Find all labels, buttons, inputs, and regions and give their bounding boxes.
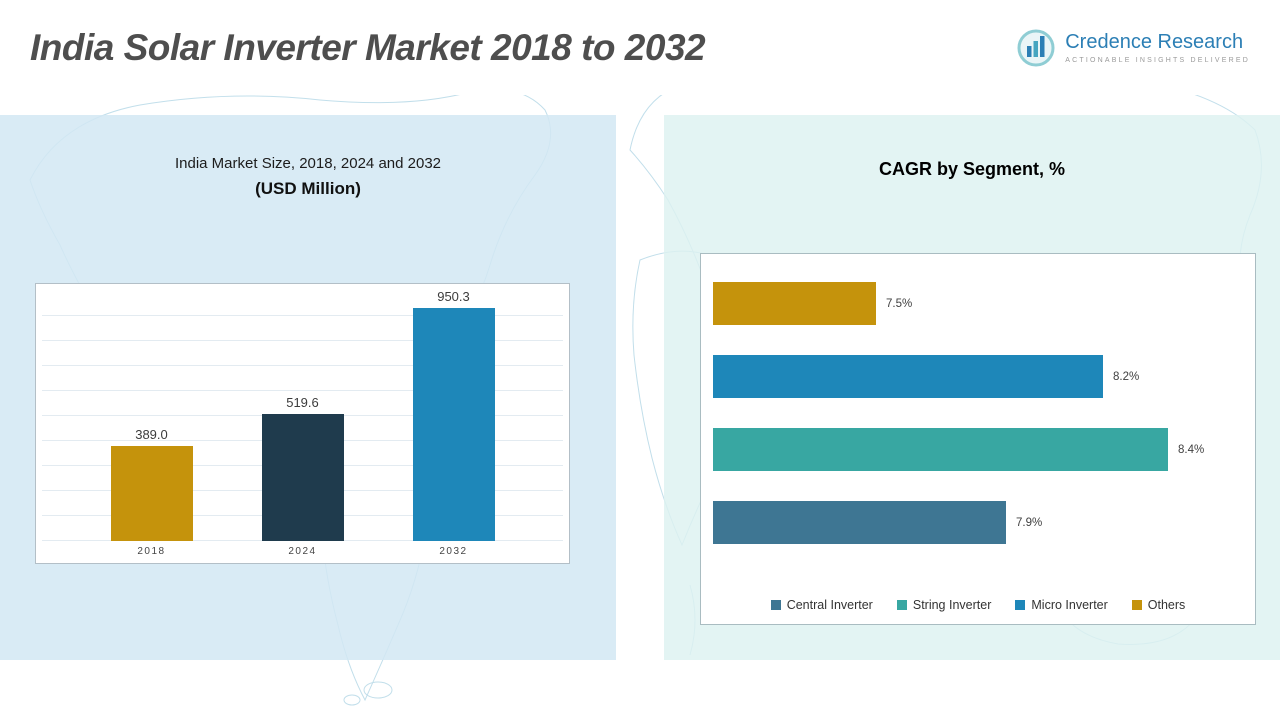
legend-swatch bbox=[896, 600, 907, 610]
market-size-panel: India Market Size, 2018, 2024 and 2032 (… bbox=[0, 115, 616, 660]
bar-value-label: 389.0 bbox=[135, 427, 168, 442]
cagr-row-micro-inverter: 8.2% bbox=[713, 355, 1255, 398]
cagr-row-central-inverter: 7.9% bbox=[713, 501, 1255, 544]
legend-item-others: Others bbox=[1131, 598, 1186, 612]
market-size-heading: India Market Size, 2018, 2024 and 2032 bbox=[174, 155, 442, 172]
category-label: 2024 bbox=[288, 546, 317, 557]
brand-logo: Credence Research Actionable Insights De… bbox=[1016, 28, 1250, 68]
brand-tagline: Actionable Insights Delivered bbox=[1065, 57, 1250, 64]
cagr-chart: 7.5% 8.2% 8.4% 7.9% Central Inverter String … bbox=[700, 253, 1256, 625]
legend-item-central-inverter: Central Inverter bbox=[770, 598, 873, 612]
bar-string-inverter bbox=[713, 428, 1168, 471]
bar-2024 bbox=[261, 414, 344, 541]
bar-central-inverter bbox=[713, 501, 1006, 544]
bar-value-label: 7.5% bbox=[886, 297, 913, 310]
bar-others bbox=[713, 282, 876, 325]
brand-text: Credence Research Actionable Insights De… bbox=[1065, 31, 1250, 64]
cagr-panel: CAGR by Segment, % 7.5% 8.2% 8.4% 7.9% Cent… bbox=[664, 115, 1280, 660]
legend-item-micro-inverter: Micro Inverter bbox=[1015, 598, 1108, 612]
bar-value-label: 8.4% bbox=[1178, 443, 1205, 456]
cagr-heading: CAGR by Segment, % bbox=[878, 159, 1066, 179]
bar-value-label: 950.3 bbox=[437, 289, 470, 304]
legend-swatch bbox=[1015, 600, 1026, 610]
bar-column-2018: 389.0 2018 bbox=[110, 427, 193, 563]
bar-column-2024: 519.6 2024 bbox=[261, 395, 344, 563]
bar-column-2032: 950.3 2032 bbox=[412, 289, 495, 563]
brand-name: Credence Research bbox=[1065, 31, 1244, 53]
bar-2018 bbox=[110, 446, 193, 541]
legend-label: Central Inverter bbox=[786, 598, 873, 612]
bar-value-label: 8.2% bbox=[1113, 370, 1140, 383]
legend-item-string-inverter: String Inverter bbox=[896, 598, 992, 612]
market-size-heading-block: India Market Size, 2018, 2024 and 2032 (… bbox=[0, 155, 616, 199]
legend-label: Micro Inverter bbox=[1031, 598, 1108, 612]
market-size-plot: 389.0 2018 519.6 2024 950.3 2032 bbox=[36, 284, 569, 563]
legend-label: Others bbox=[1147, 598, 1186, 612]
bar-2032 bbox=[412, 308, 495, 541]
cagr-row-string-inverter: 8.4% bbox=[713, 428, 1255, 471]
category-label: 2032 bbox=[439, 546, 468, 557]
bar-micro-inverter bbox=[713, 355, 1103, 398]
bar-value-label: 519.6 bbox=[286, 395, 319, 410]
legend-swatch bbox=[1131, 600, 1142, 610]
legend-swatch bbox=[770, 600, 781, 610]
credence-research-logo-icon bbox=[1017, 29, 1055, 66]
cagr-plot: 7.5% 8.2% 8.4% 7.9% bbox=[713, 282, 1255, 544]
legend-label: String Inverter bbox=[912, 598, 992, 612]
bar-value-label: 7.9% bbox=[1016, 516, 1043, 529]
market-size-unit: (USD Million) bbox=[255, 179, 361, 198]
cagr-legend: Central Inverter String Inverter Micro Inv… bbox=[701, 598, 1255, 612]
market-size-chart: 389.0 2018 519.6 2024 950.3 2032 bbox=[35, 283, 570, 564]
cagr-row-others: 7.5% bbox=[713, 282, 1255, 325]
page-title: India Solar Inverter Market 2018 to 2032 bbox=[30, 26, 706, 68]
header: India Solar Inverter Market 2018 to 2032… bbox=[0, 0, 1280, 95]
category-label: 2018 bbox=[137, 546, 166, 557]
